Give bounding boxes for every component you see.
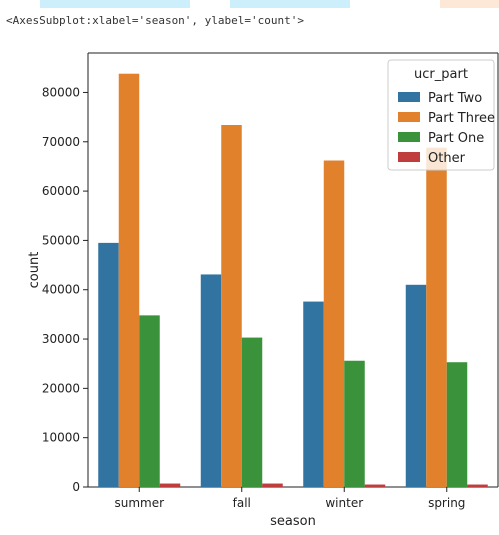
y-tick-label: 60000 — [42, 184, 80, 198]
cell-output-repr: <AxesSubplot:xlabel='season', ylabel='co… — [6, 14, 305, 27]
y-tick-label: 0 — [72, 480, 80, 494]
y-tick-label: 40000 — [42, 283, 80, 297]
x-tick-label: spring — [428, 496, 465, 510]
legend-swatch — [398, 92, 420, 102]
legend-swatch — [398, 132, 420, 142]
bar — [405, 284, 427, 487]
bar — [344, 360, 365, 487]
legend-label: Part One — [428, 131, 484, 146]
y-axis: 0 10000 20000 30000 40000 50000 60000 70000 8000… — [42, 85, 88, 494]
bar — [303, 301, 324, 487]
legend-label: Part Three — [428, 111, 495, 126]
strip-segment — [230, 0, 350, 8]
top-color-strip — [0, 0, 499, 8]
y-tick-label: 70000 — [42, 135, 80, 149]
x-tick-label: summer — [114, 496, 164, 510]
y-tick-label: 30000 — [42, 332, 80, 346]
x-axis: summer fall winter spring — [114, 487, 465, 510]
bar — [241, 337, 263, 487]
strip-segment — [440, 0, 499, 8]
bar — [426, 147, 447, 487]
strip-segment — [190, 0, 230, 8]
bar — [98, 242, 119, 487]
y-tick-label: 80000 — [42, 85, 80, 99]
bar — [118, 73, 140, 488]
strip-segment — [40, 0, 190, 8]
bar — [467, 484, 488, 487]
legend-swatch — [398, 152, 420, 162]
legend-label: Part Two — [428, 91, 482, 106]
legend: ucr_part Part Two Part Three Part One Other — [387, 59, 495, 171]
y-tick-label: 50000 — [42, 233, 80, 247]
bar — [323, 160, 345, 487]
bars — [98, 73, 488, 488]
bar — [221, 125, 242, 487]
bar — [159, 483, 181, 487]
strip-segment — [0, 0, 40, 8]
x-axis-title: season — [270, 514, 316, 529]
strip-segment — [350, 0, 440, 8]
y-tick-label: 20000 — [42, 381, 80, 395]
bar — [446, 362, 468, 487]
x-tick-label: winter — [325, 496, 363, 510]
y-tick-label: 10000 — [42, 431, 80, 445]
bar — [139, 315, 160, 487]
legend-label: Other — [428, 151, 466, 166]
bar — [364, 484, 386, 487]
legend-swatch — [398, 112, 420, 122]
legend-title: ucr_part — [414, 67, 468, 82]
bar — [262, 483, 283, 487]
y-axis-title: count — [27, 252, 42, 289]
legend-box — [387, 59, 495, 171]
bar — [200, 274, 222, 487]
x-tick-label: fall — [233, 496, 251, 510]
